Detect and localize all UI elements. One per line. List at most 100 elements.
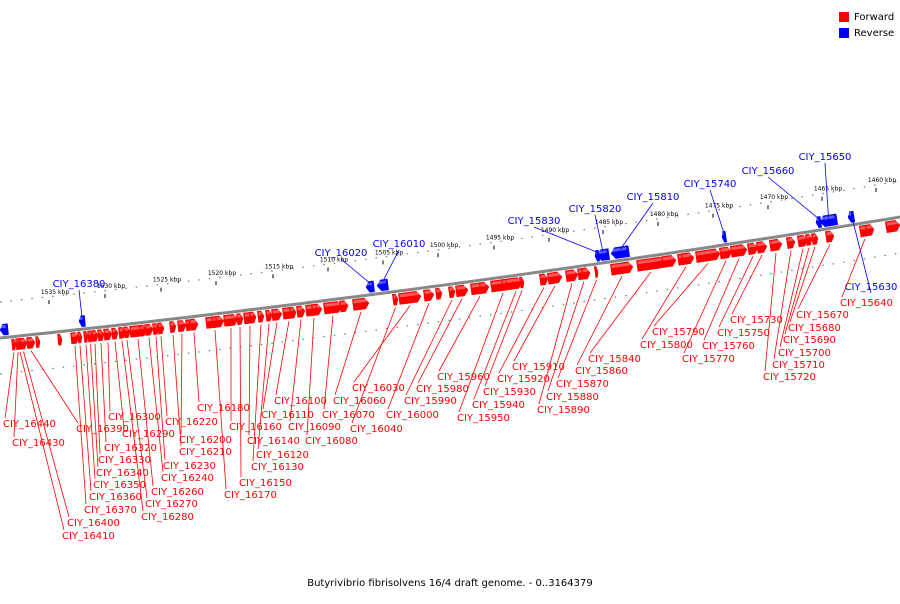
forward-gene-label[interactable]: CIY_15960	[437, 372, 490, 383]
forward-gene-label[interactable]: CIY_16340	[96, 468, 149, 479]
forward-gene-feature[interactable]	[339, 300, 348, 312]
forward-gene-feature[interactable]	[249, 312, 256, 324]
forward-gene-feature[interactable]	[352, 298, 369, 311]
forward-gene-label[interactable]: CIY_15910	[512, 362, 565, 373]
reverse-gene-label[interactable]: CIY_16380	[53, 279, 106, 290]
reverse-gene-label[interactable]: CIY_16010	[373, 239, 426, 250]
forward-gene-label[interactable]: CIY_15880	[546, 392, 599, 403]
forward-gene-label[interactable]: CIY_15710	[772, 360, 825, 371]
forward-gene-feature[interactable]	[594, 266, 599, 277]
forward-gene-feature[interactable]	[479, 282, 488, 294]
forward-gene-label[interactable]: CIY_16320	[104, 443, 157, 454]
forward-gene-label[interactable]: CIY_16370	[84, 505, 137, 516]
forward-gene-feature[interactable]	[177, 320, 186, 332]
forward-gene-label[interactable]: CIY_15980	[416, 384, 469, 395]
reverse-gene-label[interactable]: CIY_15740	[684, 179, 737, 190]
reverse-gene-feature[interactable]	[847, 211, 855, 223]
forward-gene-label[interactable]: CIY_16080	[305, 436, 358, 447]
forward-gene-label[interactable]: CIY_16000	[386, 410, 439, 421]
forward-gene-label[interactable]: CIY_16110	[261, 410, 314, 421]
forward-gene-label[interactable]: CIY_15750	[717, 328, 770, 339]
forward-gene-label[interactable]: CIY_16200	[179, 435, 232, 446]
forward-gene-label[interactable]: CIY_16160	[229, 422, 282, 433]
forward-gene-feature[interactable]	[769, 239, 783, 252]
forward-gene-feature[interactable]	[581, 267, 590, 279]
forward-gene-label[interactable]: CIY_16430	[12, 438, 65, 449]
forward-gene-label[interactable]: CIY_15760	[702, 341, 755, 352]
forward-gene-label[interactable]: CIY_15730	[730, 315, 783, 326]
forward-gene-label[interactable]: CIY_15920	[497, 374, 550, 385]
forward-gene-feature[interactable]	[565, 269, 578, 282]
forward-gene-label[interactable]: CIY_16150	[239, 478, 292, 489]
forward-gene-label[interactable]: CIY_16140	[247, 436, 300, 447]
forward-gene-feature[interactable]	[398, 291, 421, 305]
forward-gene-label[interactable]: CIY_16180	[197, 403, 250, 414]
forward-gene-feature[interactable]	[111, 328, 118, 340]
forward-gene-feature[interactable]	[435, 288, 442, 300]
reverse-gene-label[interactable]: CIY_15630	[845, 282, 898, 293]
forward-gene-feature[interactable]	[392, 294, 398, 306]
forward-gene-label[interactable]: CIY_16400	[67, 518, 120, 529]
forward-gene-feature[interactable]	[825, 230, 835, 242]
forward-gene-label[interactable]: CIY_16230	[163, 461, 216, 472]
forward-gene-label[interactable]: CIY_15640	[840, 298, 893, 309]
forward-gene-label[interactable]: CIY_16060	[333, 396, 386, 407]
forward-gene-label[interactable]: CIY_15870	[556, 379, 609, 390]
forward-gene-label[interactable]: CIY_15790	[652, 327, 705, 338]
forward-gene-label[interactable]: CIY_15890	[537, 405, 590, 416]
forward-gene-feature[interactable]	[448, 286, 455, 298]
forward-gene-label[interactable]: CIY_16030	[352, 383, 405, 394]
forward-gene-label[interactable]: CIY_16290	[122, 429, 175, 440]
forward-gene-label[interactable]: CIY_15860	[575, 366, 628, 377]
forward-gene-feature[interactable]	[756, 241, 768, 253]
forward-gene-label[interactable]: CIY_16240	[161, 473, 214, 484]
forward-gene-label[interactable]: CIY_16350	[93, 480, 146, 491]
forward-gene-feature[interactable]	[57, 334, 62, 345]
forward-gene-feature[interactable]	[610, 261, 633, 275]
forward-gene-label[interactable]: CIY_16130	[251, 462, 304, 473]
forward-gene-label[interactable]: CIY_16280	[141, 512, 194, 523]
reverse-gene-label[interactable]: CIY_15660	[742, 166, 795, 177]
forward-gene-feature[interactable]	[223, 314, 238, 327]
forward-gene-label[interactable]: CIY_16300	[108, 412, 161, 423]
forward-gene-label[interactable]: CIY_15990	[404, 396, 457, 407]
forward-gene-feature[interactable]	[271, 308, 282, 320]
forward-gene-feature[interactable]	[26, 337, 35, 349]
forward-gene-feature[interactable]	[296, 306, 305, 318]
forward-gene-label[interactable]: CIY_15700	[778, 348, 831, 359]
forward-gene-label[interactable]: CIY_16410	[62, 531, 115, 542]
reverse-gene-label[interactable]: CIY_15810	[627, 192, 680, 203]
reverse-gene-label[interactable]: CIY_15830	[508, 216, 561, 227]
forward-gene-feature[interactable]	[289, 307, 296, 319]
forward-gene-label[interactable]: CIY_15720	[763, 372, 816, 383]
reverse-gene-feature[interactable]	[365, 281, 374, 293]
forward-gene-label[interactable]: CIY_16270	[145, 499, 198, 510]
forward-gene-label[interactable]: CIY_15670	[796, 310, 849, 321]
forward-gene-label[interactable]: CIY_16220	[165, 417, 218, 428]
forward-gene-feature[interactable]	[661, 255, 676, 268]
forward-gene-feature[interactable]	[35, 336, 40, 347]
forward-gene-feature[interactable]	[455, 284, 468, 297]
forward-gene-label[interactable]: CIY_16330	[98, 455, 151, 466]
forward-gene-feature[interactable]	[423, 289, 434, 301]
forward-gene-feature[interactable]	[786, 237, 796, 249]
forward-gene-label[interactable]: CIY_16210	[179, 447, 232, 458]
forward-gene-label[interactable]: CIY_15800	[640, 340, 693, 351]
reverse-gene-feature[interactable]	[610, 246, 629, 259]
reverse-gene-label[interactable]: CIY_15650	[799, 152, 852, 163]
forward-gene-feature[interactable]	[865, 224, 875, 236]
reverse-gene-feature[interactable]	[0, 324, 9, 336]
forward-gene-label[interactable]: CIY_15840	[588, 354, 641, 365]
forward-gene-label[interactable]: CIY_16090	[288, 422, 341, 433]
reverse-gene-label[interactable]: CIY_15820	[569, 204, 622, 215]
forward-gene-label[interactable]: CIY_16440	[3, 419, 56, 430]
forward-gene-feature[interactable]	[730, 244, 747, 257]
forward-gene-label[interactable]: CIY_15770	[682, 354, 735, 365]
forward-gene-label[interactable]: CIY_16040	[350, 424, 403, 435]
forward-gene-feature[interactable]	[885, 220, 900, 233]
forward-gene-feature[interactable]	[257, 311, 264, 323]
forward-gene-label[interactable]: CIY_15950	[457, 413, 510, 424]
forward-gene-label[interactable]: CIY_16070	[322, 410, 375, 421]
